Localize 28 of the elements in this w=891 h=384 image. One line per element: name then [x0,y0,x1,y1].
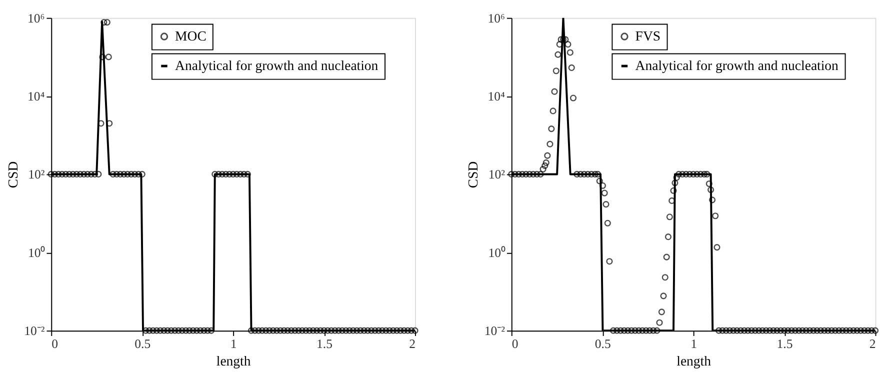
legend-label: Analytical for growth and nucleation [635,58,839,73]
y-tick-label: 10⁴ [28,89,46,104]
x-tick-label: 2 [409,336,416,351]
legend-label: FVS [635,28,661,44]
y-tick-label: 10⁻² [484,324,506,338]
x-axis-title: length [216,353,251,368]
y-axis-title: CSD [5,161,20,188]
y-tick-label: 10⁶ [488,11,505,26]
legend-label: Analytical for growth and nucleation [175,58,378,73]
x-axis-title: length [676,353,712,368]
x-tick-label: 0.5 [594,336,611,351]
x-tick-label: 0 [52,336,58,351]
x-tick-label: 1.5 [316,336,333,351]
legend-label: MOC [175,28,206,44]
y-tick-label: 10⁰ [488,246,506,260]
y-tick-label: 10⁻² [24,324,45,338]
x-tick-label: 0 [512,336,518,351]
y-tick-label: 10⁶ [28,11,45,26]
x-tick-label: 1 [230,336,237,351]
y-tick-label: 10² [488,168,506,182]
y-tick-label: 10² [28,168,45,182]
x-tick-label: 2 [869,336,876,351]
x-tick-label: 0.5 [134,336,151,351]
y-axis-title: CSD [466,161,481,188]
y-tick-label: 10⁰ [28,246,46,260]
x-tick-label: 1 [690,336,698,351]
y-tick-label: 10⁴ [488,89,506,104]
x-tick-label: 1.5 [776,336,793,351]
